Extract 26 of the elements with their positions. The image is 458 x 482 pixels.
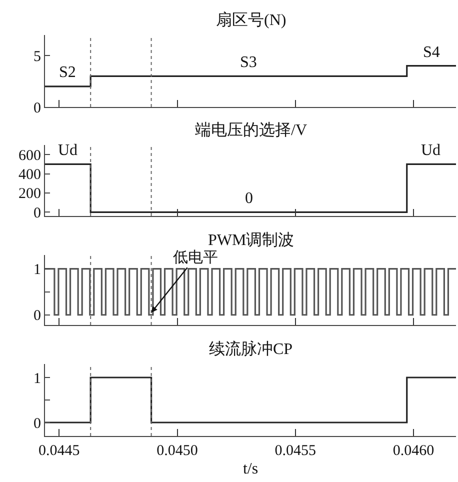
- annotation: S4: [423, 44, 440, 61]
- annotation: Ud: [58, 142, 78, 159]
- x-tick-label: 0.0450: [156, 443, 198, 459]
- x-tick-label: 0.0455: [274, 443, 316, 459]
- y-tick-label: 0: [34, 100, 41, 116]
- y-tick-label: 1: [34, 370, 41, 387]
- y-tick-label: 400: [18, 167, 41, 184]
- chart-title: PWM调制波: [208, 231, 294, 249]
- y-tick-label: 1: [34, 262, 41, 278]
- annotation: Ud: [421, 142, 441, 159]
- y-tick-label: 5: [34, 48, 41, 65]
- x-tick-label: 0.0460: [392, 443, 434, 459]
- annotation: 0: [245, 190, 253, 207]
- annotation: S3: [240, 54, 257, 71]
- y-tick-label: 0: [34, 205, 41, 222]
- x-tick-label: 0.0445: [38, 443, 80, 459]
- chart-title: 端电压的选择/V: [195, 121, 308, 139]
- y-tick-label: 0: [34, 416, 41, 432]
- annotation: S2: [59, 64, 76, 81]
- x-axis-title: t/s: [242, 460, 258, 478]
- y-tick-label: 200: [18, 186, 41, 202]
- chart-title: 续流脉冲CP: [209, 340, 293, 358]
- y-tick-label: 600: [18, 148, 41, 164]
- y-tick-label: 0: [34, 308, 41, 324]
- annotation: 低电平: [173, 249, 218, 266]
- chart-title: 扇区号(N): [216, 11, 286, 29]
